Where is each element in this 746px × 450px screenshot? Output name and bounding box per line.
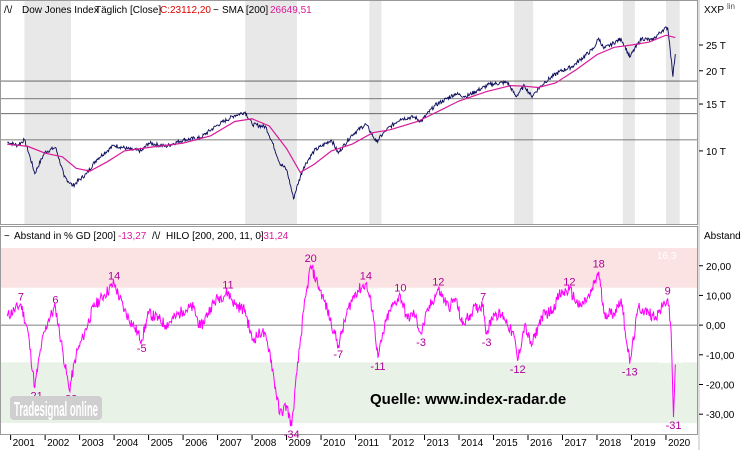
peak-label-15: 7 xyxy=(480,291,486,303)
oscillator-bands xyxy=(1,247,697,424)
oscillator-legend-label: Abstand in % GD [200] xyxy=(14,231,116,242)
year-label-2002: 2002 xyxy=(47,438,70,449)
distance-oscillator-line xyxy=(6,264,676,427)
peak-label-21: 9 xyxy=(665,285,671,297)
year-label-2003: 2003 xyxy=(82,438,105,449)
oscillator-tick-label-4: -20,00 xyxy=(706,381,735,392)
oscillator-tick-label-0: 20,00 xyxy=(706,262,731,273)
price-y-axis: 10 T 15 T 20 T 25 T xyxy=(699,41,726,158)
upper-band-label: 16,3 xyxy=(657,251,677,262)
price-tick-label-1: 15 T xyxy=(706,100,726,111)
peak-label-11: -11 xyxy=(370,361,385,373)
hilo-legend-label: HILO [200, 200, 11, 0] xyxy=(166,231,264,242)
year-label-2016: 2016 xyxy=(530,438,553,449)
lower-band xyxy=(1,362,697,424)
peak-label-17: -12 xyxy=(510,364,526,376)
price-legend-close: C:23112,20 xyxy=(160,5,211,16)
year-label-2011: 2011 xyxy=(358,438,380,449)
peak-label-18: 12 xyxy=(563,277,575,289)
year-label-2017: 2017 xyxy=(564,438,587,449)
price-shade-1 xyxy=(245,1,297,224)
peak-label-6: 11 xyxy=(222,279,233,291)
oscillator-legend-value: -13,27 xyxy=(118,231,147,242)
year-label-2012: 2012 xyxy=(392,438,415,449)
lower-band-label: -12,55 xyxy=(655,355,684,366)
year-axis: 2001 2002 2003 2004 2005 2006 2007 2008 2009 2010… xyxy=(10,435,691,449)
year-label-2015: 2015 xyxy=(496,438,519,449)
year-label-2006: 2006 xyxy=(185,438,208,449)
year-label-2014: 2014 xyxy=(461,438,484,449)
tradesignal-watermark: Tradesignal online xyxy=(10,396,102,421)
year-label-2018: 2018 xyxy=(599,438,622,449)
year-label-2020: 2020 xyxy=(668,438,691,449)
year-label-2005: 2005 xyxy=(151,438,174,449)
price-legend-instrument: Dow Jones Index xyxy=(22,5,99,16)
scale-mode-label: lin xyxy=(727,2,735,11)
year-label-2008: 2008 xyxy=(254,438,277,449)
price-shade-4 xyxy=(622,1,635,224)
peak-label-20: -13 xyxy=(622,367,638,379)
year-label-2001: 2001 xyxy=(13,438,36,449)
peak-label-12: 10 xyxy=(394,282,406,294)
oscillator-tick-label-1: 10,00 xyxy=(706,291,731,302)
sma-legend-value: 26649,51 xyxy=(270,5,312,16)
price-tick-label-3: 25 T xyxy=(706,41,726,52)
peak-label-10: 14 xyxy=(360,271,372,283)
peak-label-19: 18 xyxy=(593,259,605,271)
peak-label-16: -3 xyxy=(482,337,492,349)
price-tick-label-0: 10 T xyxy=(706,147,726,158)
price-legend-mark: /\/ xyxy=(4,5,13,16)
peak-label-2: 6 xyxy=(52,294,58,306)
oscillator-legend-mark: ~ xyxy=(4,231,10,242)
upper-band xyxy=(1,247,697,288)
peak-label-13: -3 xyxy=(416,337,426,349)
price-shade-0 xyxy=(24,1,71,224)
peak-label-5: -5 xyxy=(137,343,147,355)
recession-shades xyxy=(24,1,680,224)
source-credit: Quelle: www.index-radar.de xyxy=(370,391,566,408)
price-shade-2 xyxy=(369,1,382,224)
peak-label-0: 7 xyxy=(18,291,24,303)
oscillator-y-axis: 20,00 10,00 0,00 -10,00 -20,00 -30,00 xyxy=(699,262,735,421)
year-label-2010: 2010 xyxy=(323,438,346,449)
watermark-text: Tradesignal online xyxy=(14,399,98,421)
peak-label-22: -31 xyxy=(666,420,682,432)
oscillator-tick-label-2: 0,00 xyxy=(706,321,726,332)
year-label-2004: 2004 xyxy=(116,438,139,449)
price-shade-3 xyxy=(514,1,534,224)
price-tick-label-2: 20 T xyxy=(706,67,726,78)
peak-label-14: 12 xyxy=(432,277,444,289)
year-label-2007: 2007 xyxy=(220,438,243,449)
price-panel xyxy=(0,0,698,225)
peak-label-4: 14 xyxy=(108,271,120,283)
price-legend-interval: Täglich [Close] xyxy=(95,5,161,16)
hilo-legend-value: -31,24 xyxy=(260,231,289,242)
oscillator-axis-title: Abstand xyxy=(704,231,741,242)
price-shade-5 xyxy=(665,1,680,224)
price-axis-title: XXP xyxy=(704,5,724,16)
sma-legend-label: SMA [200] xyxy=(222,5,268,16)
oscillator-tick-label-3: -10,00 xyxy=(706,351,735,362)
year-label-2009: 2009 xyxy=(289,438,312,449)
sma-200-line xyxy=(7,34,676,174)
hilo-legend-mark: /\/ xyxy=(152,231,161,242)
peak-label-9: -7 xyxy=(333,349,343,361)
year-label-2013: 2013 xyxy=(427,438,450,449)
oscillator-tick-label-5: -30,00 xyxy=(706,410,735,421)
chart-series xyxy=(6,26,676,427)
year-label-2019: 2019 xyxy=(633,438,656,449)
peak-label-7: -34 xyxy=(284,429,300,441)
dow-jones-price-line xyxy=(7,26,676,201)
peak-label-8: 20 xyxy=(305,253,317,265)
sma-legend-mark: ~ xyxy=(213,5,219,16)
